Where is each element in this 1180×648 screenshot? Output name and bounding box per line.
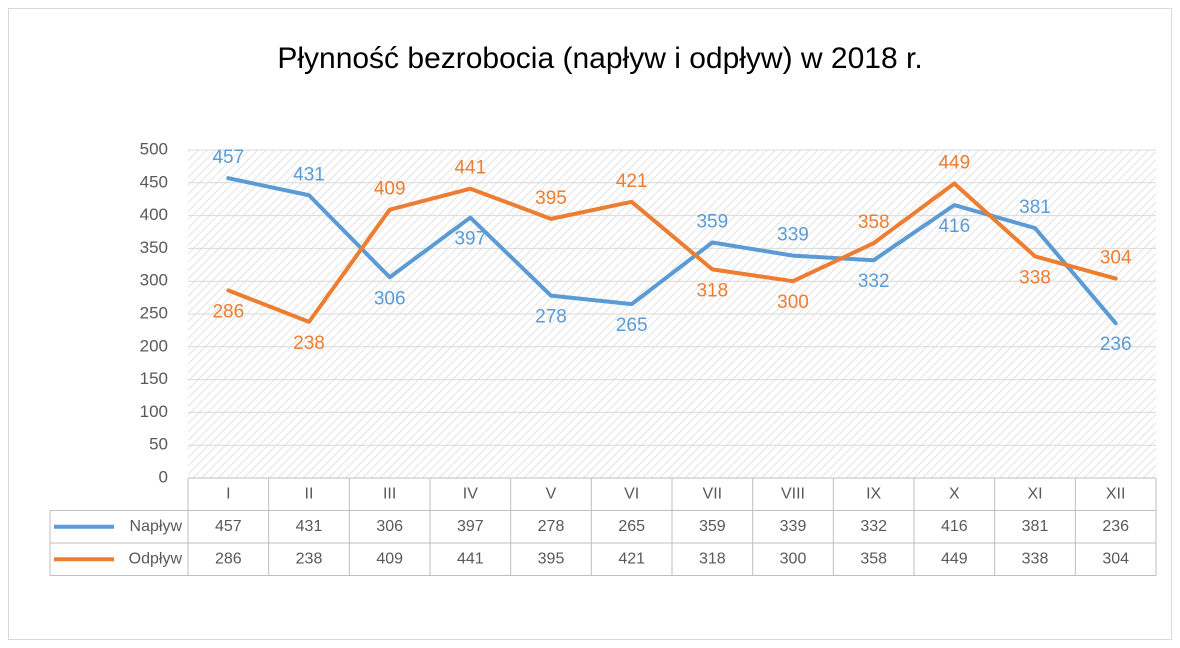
y-tick-label: 50 [149,435,168,454]
y-tick-label: 100 [140,402,168,421]
data-label: 304 [1100,248,1132,269]
table-value: 332 [860,518,887,535]
table-value: 409 [376,550,403,567]
data-label: 359 [696,212,728,233]
data-label: 286 [212,301,244,322]
data-label: 421 [616,171,648,192]
x-tick-label: XII [1106,485,1126,502]
data-label: 358 [858,212,890,233]
y-tick-label: 200 [140,336,168,355]
y-tick-label: 300 [140,271,168,290]
data-label: 409 [374,179,406,200]
y-tick-label: 250 [140,303,168,322]
table-value: 300 [780,550,807,567]
x-tick-label: V [546,485,557,502]
y-tick-label: 500 [140,139,168,158]
data-label: 332 [858,271,890,292]
table-value: 449 [941,550,968,567]
table-value: 286 [215,550,242,567]
legend-label: Odpływ [129,550,183,567]
table-value: 381 [1022,518,1049,535]
data-label: 278 [535,307,567,328]
table-value: 431 [296,518,323,535]
data-label: 395 [535,188,567,209]
series-line [226,181,1118,324]
y-tick-label: 350 [140,238,168,257]
x-tick-label: III [383,485,396,502]
data-label: 339 [777,225,809,246]
x-tick-label: IV [463,485,478,502]
table-value: 416 [941,518,968,535]
x-tick-label: VIII [781,485,805,502]
data-label: 300 [777,292,809,313]
table-value: 338 [1022,550,1049,567]
data-label: 338 [1019,267,1051,288]
table-value: 278 [538,518,565,535]
x-tick-label: I [226,485,230,502]
y-tick-label: 400 [140,205,168,224]
x-tick-label: VII [703,485,723,502]
x-tick-label: II [305,485,314,502]
data-label: 431 [293,164,325,185]
table-value: 359 [699,518,726,535]
table-value: 421 [618,550,645,567]
data-label: 306 [374,288,406,309]
table-value: 339 [780,518,807,535]
table-value: 265 [618,518,645,535]
data-label: 441 [454,158,486,179]
y-tick-label: 150 [140,369,168,388]
data-label: 238 [293,333,325,354]
x-tick-label: XI [1027,485,1042,502]
data-label: 449 [938,152,970,173]
legend-label: Napływ [130,518,183,535]
table-value: 358 [860,550,887,567]
data-label: 457 [212,147,244,168]
y-tick-label: 0 [159,467,168,486]
x-tick-label: X [949,485,960,502]
x-tick-label: VI [624,485,639,502]
table-value: 304 [1102,550,1129,567]
data-label: 397 [454,229,486,250]
table-value: 238 [296,550,323,567]
table-value: 236 [1102,518,1129,535]
chart-title: Płynność bezrobocia (napływ i odpływ) w … [277,42,922,75]
table-value: 457 [215,518,242,535]
table-value: 318 [699,550,726,567]
data-label: 318 [696,280,728,301]
data-label: 381 [1019,197,1051,218]
table-value: 395 [538,550,565,567]
table-value: 441 [457,550,484,567]
series-line [226,176,1118,326]
data-label: 416 [938,216,970,237]
data-label: 265 [616,315,648,336]
data-label: 236 [1100,334,1132,355]
x-tick-label: IX [866,485,881,502]
table-value: 397 [457,518,484,535]
y-tick-label: 450 [140,172,168,191]
table-value: 306 [376,518,403,535]
